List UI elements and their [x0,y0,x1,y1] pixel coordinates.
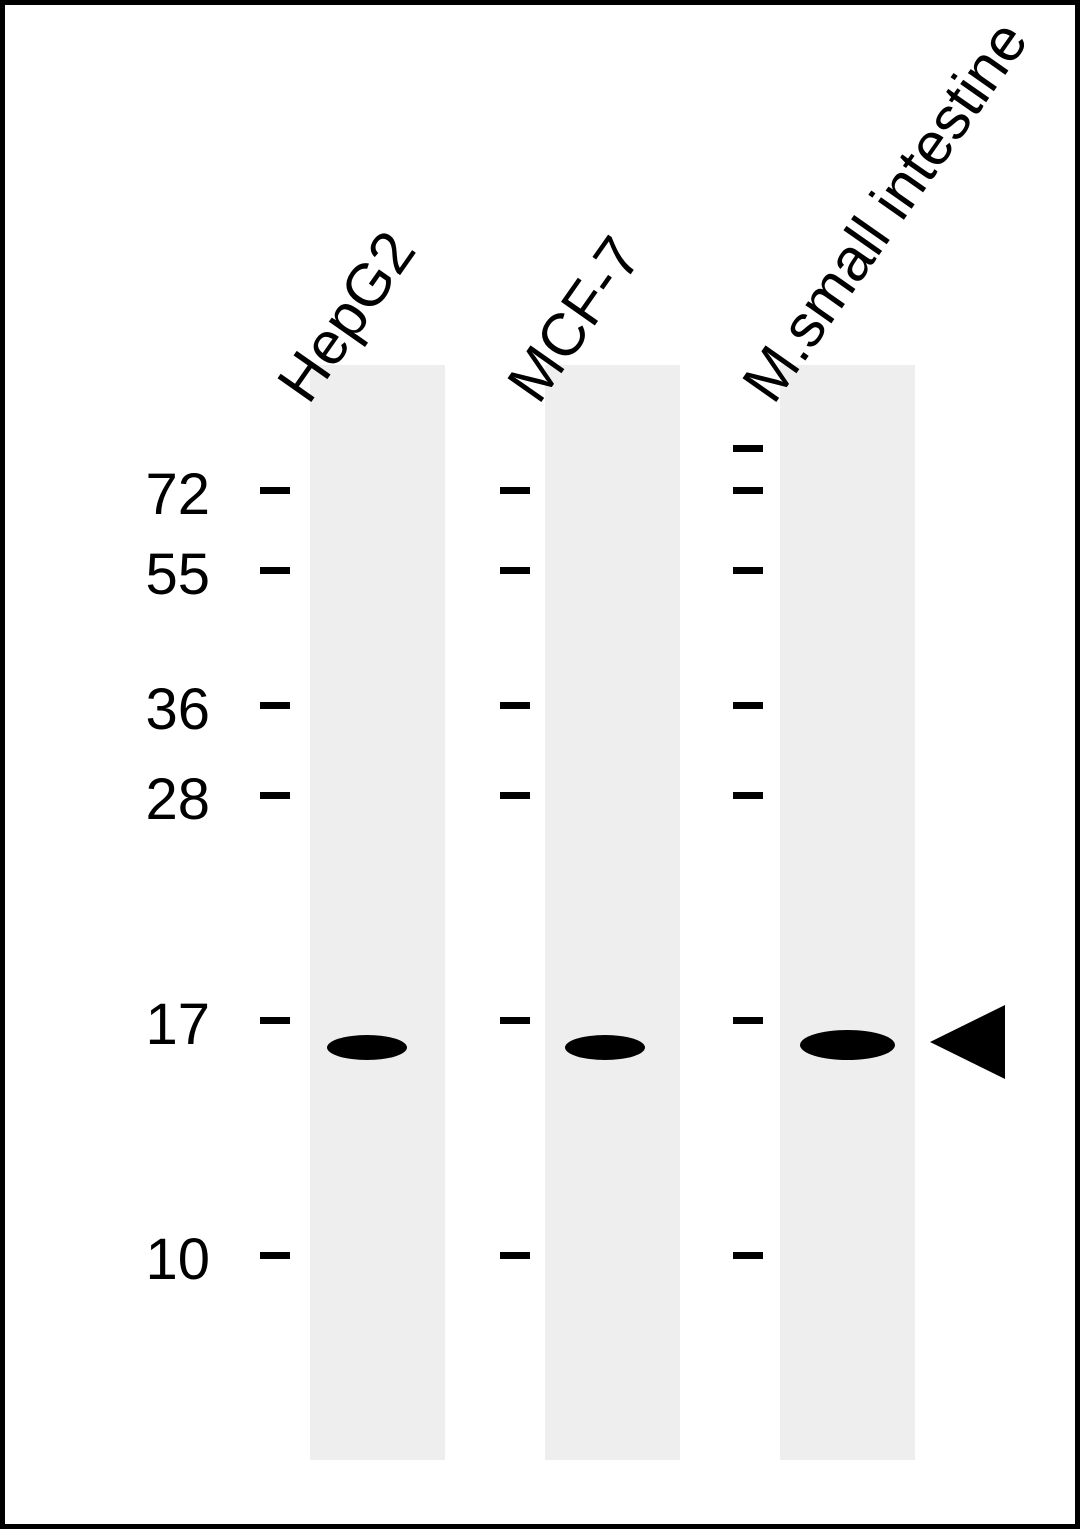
mw-tick-10-1 [500,1252,530,1259]
mw-label-55: 55 [110,541,210,608]
mw-tick-55-1 [500,567,530,574]
mw-tick-17-0 [260,1017,290,1024]
band-lane-2 [565,1035,645,1060]
band-lane-3 [800,1030,895,1060]
blot-container: HepG2MCF-7M.small intestine725536281710 [0,0,1080,1529]
lane-lane-2 [545,365,680,1460]
mw-tick-36-1 [500,702,530,709]
mw-tick-36-0 [260,702,290,709]
mw-tick-72-2 [733,487,763,494]
mw-tick-17-1 [500,1017,530,1024]
mw-label-17: 17 [110,991,210,1058]
mw-tick-55-2 [733,567,763,574]
lane-lane-1 [310,365,445,1460]
mw-tick-extra [733,445,763,452]
mw-tick-72-0 [260,487,290,494]
mw-tick-10-0 [260,1252,290,1259]
band-lane-1 [327,1035,407,1060]
mw-tick-10-2 [733,1252,763,1259]
band-indicator-arrow [930,1005,1005,1079]
lane-lane-3 [780,365,915,1460]
mw-tick-28-1 [500,792,530,799]
mw-tick-17-2 [733,1017,763,1024]
mw-label-36: 36 [110,676,210,743]
mw-label-10: 10 [110,1226,210,1293]
mw-tick-55-0 [260,567,290,574]
mw-tick-36-2 [733,702,763,709]
mw-label-28: 28 [110,766,210,833]
mw-label-72: 72 [110,461,210,528]
mw-tick-72-1 [500,487,530,494]
mw-tick-28-0 [260,792,290,799]
mw-tick-28-2 [733,792,763,799]
lane-label-lane-3: M.small intestine [728,8,1041,414]
